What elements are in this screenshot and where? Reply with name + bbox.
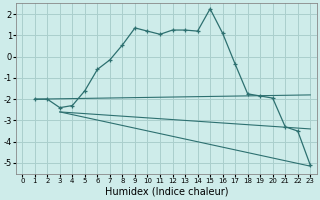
X-axis label: Humidex (Indice chaleur): Humidex (Indice chaleur) <box>105 187 228 197</box>
